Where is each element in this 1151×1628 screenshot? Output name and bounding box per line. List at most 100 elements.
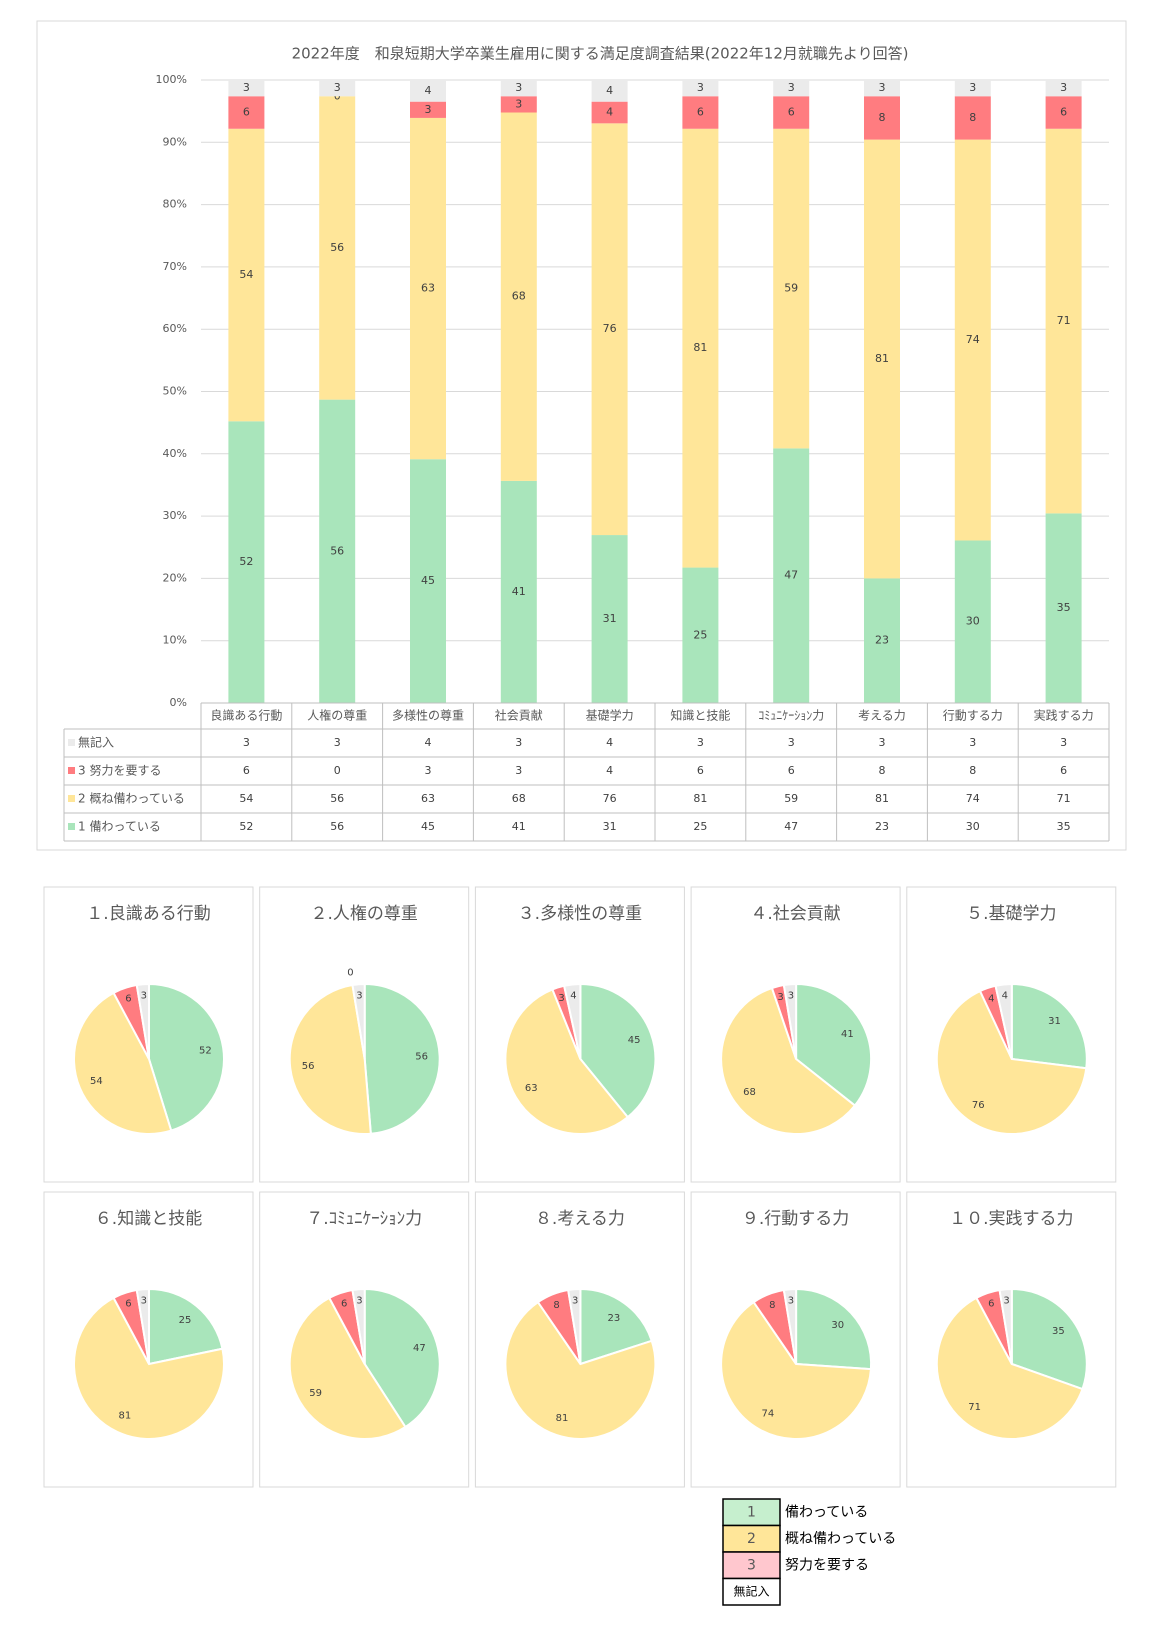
bar-segment	[410, 80, 446, 102]
bar-value-label: 74	[966, 333, 980, 346]
table-value: 47	[784, 820, 798, 833]
pie-value-label: 59	[309, 1388, 322, 1399]
y-tick-label: 50%	[163, 385, 187, 398]
pie-title: ３.多様性の尊重	[518, 904, 642, 924]
pie-value-label: 35	[1052, 1326, 1065, 1337]
bar-value-label: 3	[334, 81, 341, 94]
bar-value-label: 8	[879, 111, 886, 124]
bar-value-label: 54	[239, 268, 253, 281]
bar-segment	[228, 80, 265, 97]
table-value: 41	[512, 820, 526, 833]
pie-value-label: 3	[572, 1295, 578, 1306]
bar-segment	[228, 96, 265, 129]
table-value: 4	[425, 736, 432, 749]
table-value: 30	[966, 820, 980, 833]
pie-slice	[73, 1296, 225, 1440]
bar-value-label: 56	[330, 544, 344, 557]
y-tick-label: 30%	[163, 509, 187, 522]
pie-value-label: 81	[119, 1411, 132, 1422]
pie-value-label: 3	[356, 990, 362, 1001]
pie-value-label: 4	[1002, 991, 1008, 1002]
pie-slice	[935, 989, 1088, 1135]
table-value: 63	[421, 792, 435, 805]
pie-value-label: 8	[769, 1300, 775, 1311]
pie-title: ４.社会貢献	[750, 904, 840, 924]
legend-key-cell	[722, 1524, 781, 1553]
bar-value-label: 47	[784, 569, 798, 582]
y-tick-label: 10%	[163, 634, 187, 647]
bar-segment	[864, 578, 900, 703]
pie-value-label: 3	[356, 1295, 362, 1306]
pie-slice	[504, 988, 630, 1135]
pie-value-label: 76	[972, 1100, 985, 1111]
table-value: 3	[515, 736, 522, 749]
bar-value-label: 4	[606, 84, 613, 97]
y-tick-label: 70%	[163, 260, 187, 273]
pie-slice	[994, 982, 1013, 1060]
pie-title: ２.人権の尊重	[310, 904, 417, 924]
pie-value-label: 8	[553, 1300, 559, 1311]
bar-segment	[1045, 513, 1082, 703]
legend-key-cell	[722, 1577, 781, 1606]
bar-segment	[410, 459, 446, 703]
table-value: 76	[603, 792, 617, 805]
bar-value-label: 6	[697, 106, 704, 119]
pie-value-label: 6	[125, 1299, 131, 1310]
pie-slice	[1010, 1287, 1088, 1391]
bar-value-label: 3	[515, 97, 522, 110]
bar-value-label: 41	[512, 585, 526, 598]
y-tick-label: 40%	[163, 447, 187, 460]
pie-value-label: 31	[1048, 1016, 1061, 1027]
bar-segment	[773, 96, 810, 129]
pie-value-label: 3	[141, 1295, 147, 1306]
table-value: 4	[606, 764, 613, 777]
legend-key: 3	[747, 1557, 756, 1573]
pie-value-label: 3	[777, 992, 783, 1003]
pie-value-label: 68	[743, 1087, 756, 1098]
table-value: 25	[693, 820, 707, 833]
legend-key-cell	[722, 1498, 781, 1527]
pie-slice	[135, 1287, 150, 1365]
bar-segment	[682, 80, 719, 97]
legend-label: 1 備わっている	[78, 819, 161, 834]
pie-value-label: 25	[179, 1315, 192, 1326]
bar-segment	[1045, 96, 1082, 129]
bar-value-label: 3	[425, 103, 432, 116]
table-value: 56	[330, 820, 344, 833]
pie-value-label: 4	[570, 991, 576, 1002]
bar-segment	[500, 480, 537, 703]
category-label: 基礎学力	[586, 708, 634, 723]
bar-segment	[228, 128, 265, 422]
bar-value-label: 6	[243, 106, 250, 119]
pie-title: ８.考える力	[535, 1209, 625, 1229]
bar-value-label: 59	[784, 282, 798, 295]
bar-value-label: 76	[603, 322, 617, 335]
pie-title: ６.知識と技能	[95, 1209, 202, 1229]
table-value: 56	[330, 792, 344, 805]
pie-value-label: 54	[90, 1076, 103, 1087]
pie-value-label: 23	[608, 1313, 621, 1324]
pie-value-label: 3	[141, 990, 147, 1001]
category-label: 多様性の尊重	[392, 708, 464, 723]
table-value: 3	[243, 736, 250, 749]
bar-segment	[1045, 80, 1082, 97]
bar-segment	[864, 139, 900, 579]
bar-value-label: 81	[875, 352, 889, 365]
legend-label: 2 概ね備わっている	[78, 791, 185, 806]
pie-value-label: 52	[199, 1045, 212, 1056]
table-value: 54	[239, 792, 253, 805]
table-value: 23	[875, 820, 889, 833]
table-value: 3	[879, 736, 886, 749]
pie-value-label: 3	[558, 993, 564, 1004]
bar-value-label: 3	[515, 81, 522, 94]
chart-frame	[36, 20, 1127, 851]
pie-title: ５.基礎学力	[966, 904, 1056, 924]
bar-segment	[591, 535, 628, 703]
bar-segment	[954, 96, 991, 140]
legend-key	[68, 795, 75, 802]
legend-label: 努力を要する	[785, 1557, 869, 1573]
bar-value-label: 63	[421, 282, 435, 295]
bar-segment	[591, 80, 628, 102]
legend-key: 無記入	[733, 1583, 769, 1598]
